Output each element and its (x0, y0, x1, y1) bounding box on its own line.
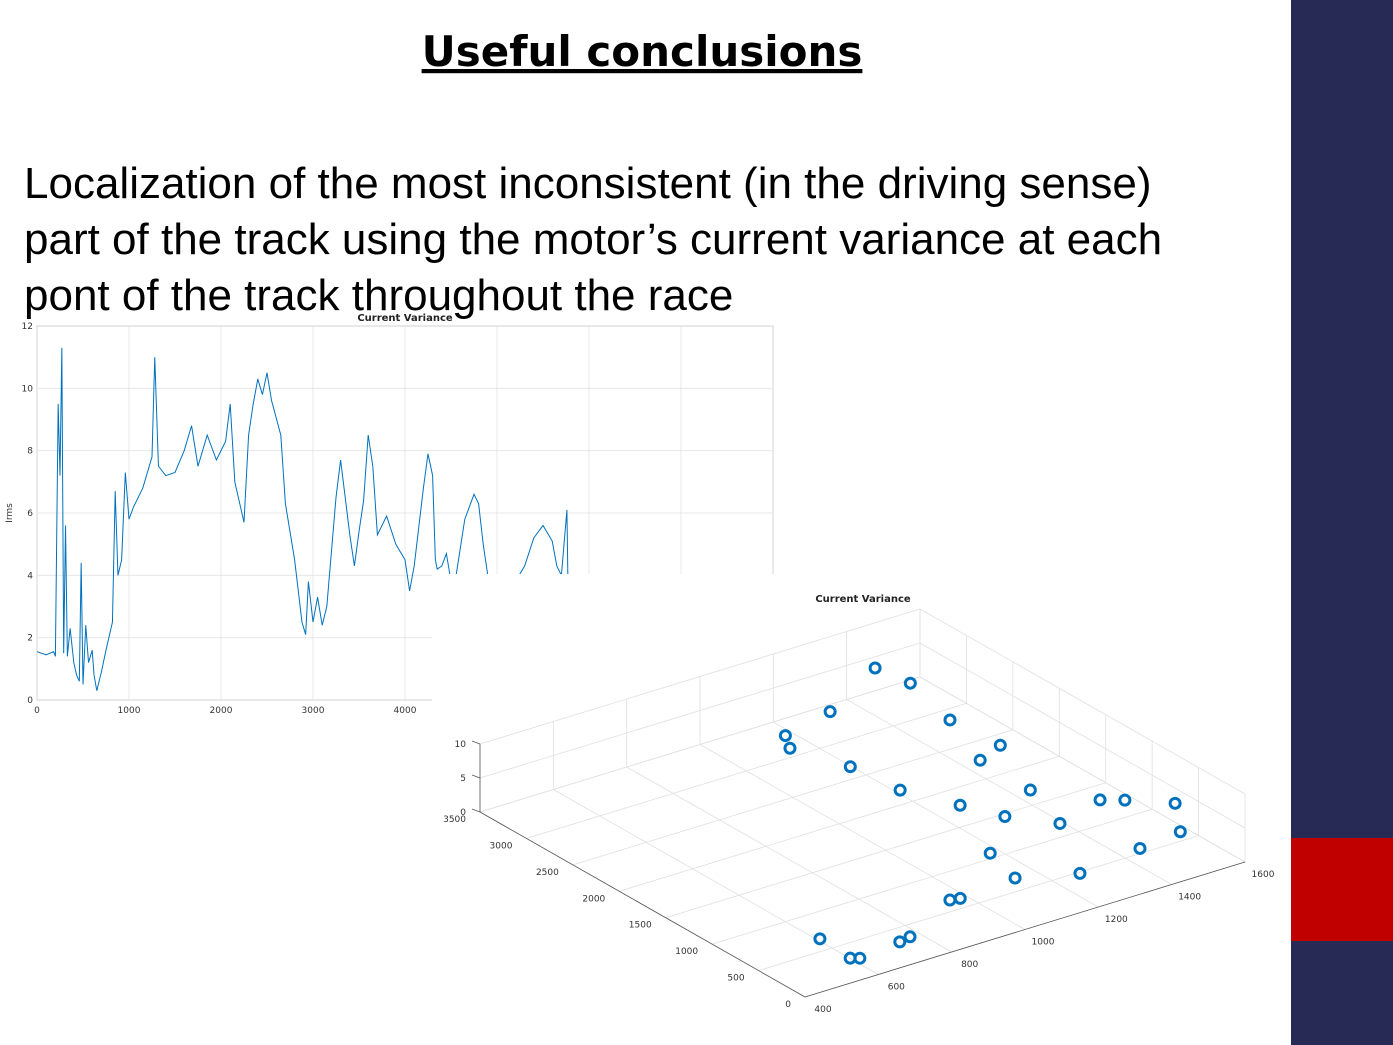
chart-title: Current Variance (357, 313, 453, 324)
data-point (993, 738, 1007, 752)
x-tick-label: 1000 (118, 706, 141, 716)
data-point (893, 783, 907, 797)
y-tick-label: 8 (27, 447, 33, 457)
x-tick-label: 1200 (1105, 915, 1128, 925)
data-point (1173, 825, 1187, 839)
data-point (783, 741, 797, 755)
slide-title: Useful conclusions (422, 27, 863, 76)
grid-line (773, 721, 1099, 908)
grid-line (758, 835, 1199, 971)
y-tick-label: 2 (27, 634, 33, 644)
y-axis-label: Irms (5, 503, 15, 523)
y-tick-label: 12 (22, 322, 33, 332)
data-point (943, 713, 957, 727)
y-tick-label: 6 (27, 509, 33, 519)
x-tick-label: 1400 (1178, 893, 1201, 903)
y-tick-label: 1000 (675, 947, 698, 957)
data-point (953, 891, 967, 905)
y-tick-label: 2000 (582, 894, 605, 904)
data-point (903, 676, 917, 690)
data-point (1118, 793, 1132, 807)
body-line: Localization of the most inconsistent (i… (24, 159, 1151, 208)
data-point (813, 932, 827, 946)
y-axis (479, 811, 806, 998)
data-point (778, 729, 792, 743)
y-tick-label: 1500 (629, 921, 652, 931)
data-point (1168, 796, 1182, 810)
grid-line (919, 608, 1246, 795)
body-line: part of the track using the motor’s curr… (24, 215, 1162, 264)
grid-line (919, 642, 1246, 829)
data-point (1053, 816, 1067, 830)
grid-line (572, 729, 1013, 866)
x-tick-label: 1600 (1252, 870, 1275, 880)
grid-line (479, 642, 921, 779)
data-point (983, 846, 997, 860)
chart-panel (432, 574, 1291, 1045)
data-point (973, 753, 987, 767)
y-tick-label: 3500 (443, 815, 466, 825)
x-tick-label: 400 (814, 1005, 831, 1015)
x-tick-label: 2000 (210, 706, 233, 716)
data-point (868, 661, 882, 675)
side-accent (1291, 838, 1393, 941)
data-point (953, 798, 967, 812)
body-line: pont of the track throughout the race (24, 271, 733, 320)
x-tick-label: 4000 (394, 706, 417, 716)
y-tick-label: 0 (785, 1000, 791, 1010)
x-axis (804, 861, 1246, 998)
x-tick-label: 0 (34, 706, 40, 716)
scatter3d-chart: 400 600 800 1000 1200 1400 1600 0 500 1000 1500 200… (443, 594, 1275, 1015)
y-tick-label: 0 (27, 696, 33, 706)
grid-line (619, 755, 1060, 892)
data-point (1008, 871, 1022, 885)
data-point (903, 930, 917, 944)
data-point (998, 810, 1012, 824)
grid-line (526, 703, 967, 839)
y-tick-label: 2500 (536, 868, 559, 878)
x-tick-label: 1000 (1032, 938, 1055, 948)
y-tick-label: 3000 (490, 841, 513, 851)
z-tick (471, 808, 481, 813)
data-point (1133, 841, 1147, 855)
data-point (1023, 783, 1037, 797)
y-tick-label: 4 (27, 571, 33, 581)
data-point (1093, 793, 1107, 807)
z-tick (471, 774, 481, 779)
data-point (843, 760, 857, 774)
z-tick-label: 10 (455, 740, 467, 750)
chart-title: Current Variance (815, 594, 911, 605)
grid-line (712, 808, 1153, 945)
x-tick-label: 3000 (302, 706, 325, 716)
data-point (823, 705, 837, 719)
grid-line (479, 608, 921, 745)
x-tick-label: 600 (888, 983, 905, 993)
z-tick (471, 740, 481, 745)
data-point (843, 951, 857, 965)
grid-line (699, 744, 1026, 930)
grid-line (665, 782, 1106, 919)
grid-line (479, 676, 921, 813)
grid-line (846, 699, 1172, 885)
data-point (1073, 866, 1087, 880)
z-tick-label: 0 (460, 808, 466, 818)
grid-line (919, 676, 1246, 863)
x-tick-label: 800 (961, 960, 978, 970)
y-tick-label: 10 (22, 384, 34, 394)
data-point (893, 935, 907, 949)
grid-line (626, 766, 952, 953)
z-tick-label: 5 (460, 774, 466, 784)
y-tick-label: 500 (727, 974, 744, 984)
